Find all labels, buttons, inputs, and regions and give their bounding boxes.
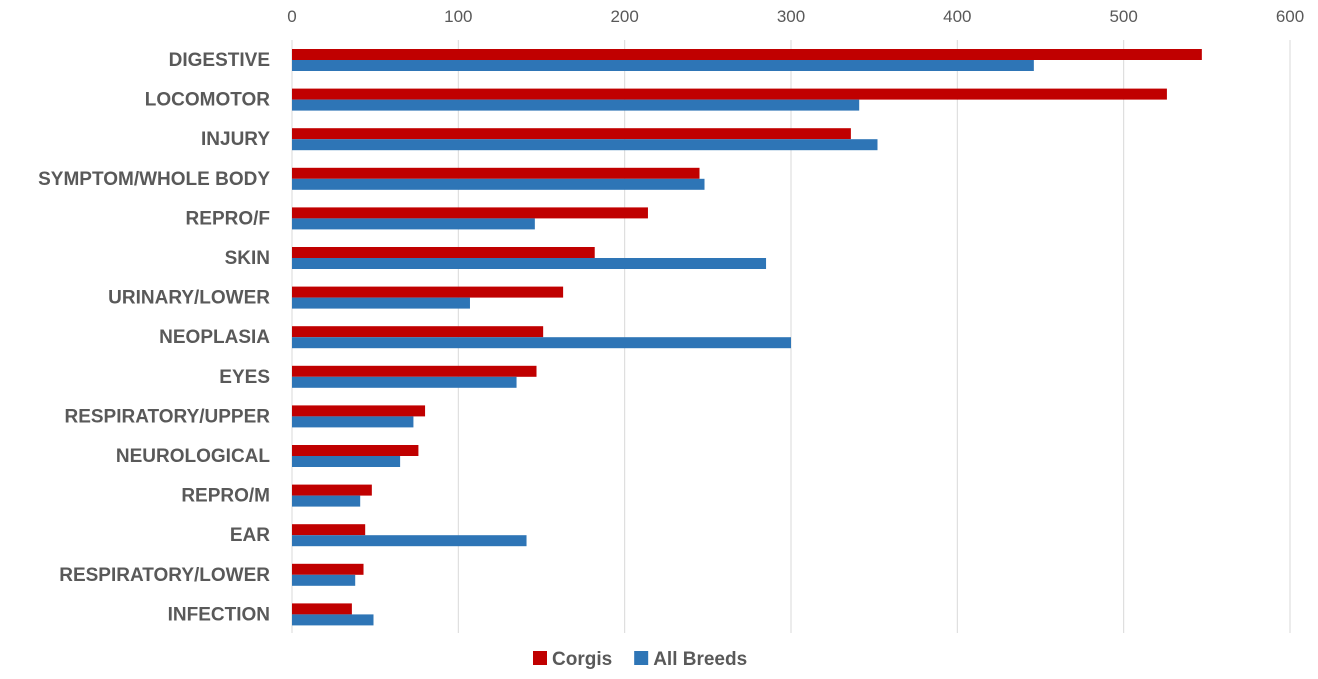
x-tick-label: 100 — [444, 7, 472, 26]
bar-all-breeds — [292, 218, 535, 230]
bar-all-breeds — [292, 297, 470, 309]
bar-all-breeds — [292, 376, 517, 388]
category-label: REPRO/M — [181, 486, 270, 507]
x-tick-label: 200 — [610, 7, 638, 26]
bar-corgis — [292, 247, 595, 258]
category-label: INFECTION — [168, 604, 270, 625]
bar-corgis — [292, 445, 419, 456]
bar-corgis — [292, 49, 1202, 60]
category-label: INJURY — [201, 129, 270, 150]
bar-corgis — [292, 405, 426, 417]
category-label: EYES — [219, 367, 270, 388]
x-tick-label: 300 — [777, 7, 805, 26]
bar-corgis — [292, 207, 648, 219]
category-label: NEUROLOGICAL — [116, 446, 271, 467]
category-label: RESPIRATORY/LOWER — [59, 565, 270, 586]
bar-corgis — [292, 326, 544, 338]
x-tick-label: 400 — [943, 7, 971, 26]
category-label: REPRO/F — [186, 208, 270, 229]
bar-all-breeds — [292, 614, 374, 626]
x-axis-ticks: 0 100 200 300 400 500 600 — [287, 7, 1304, 26]
bar-all-breeds — [292, 139, 878, 151]
x-tick-label: 500 — [1109, 7, 1137, 26]
legend: Corgis All Breeds — [533, 649, 747, 670]
category-label: NEOPLASIA — [159, 327, 270, 348]
bars — [292, 49, 1202, 626]
category-label: EAR — [230, 525, 270, 546]
legend-label-corgis: Corgis — [552, 649, 612, 670]
bar-corgis — [292, 524, 366, 536]
bar-all-breeds — [292, 574, 356, 586]
category-labels: DIGESTIVE LOCOMOTOR INJURY SYMPTOM/WHOLE BO… — [38, 50, 270, 625]
category-label: URINARY/LOWER — [108, 288, 270, 309]
bar-corgis — [292, 603, 352, 615]
category-label: SYMPTOM/WHOLE BODY — [38, 169, 270, 190]
x-tick-label: 600 — [1276, 7, 1304, 26]
bar-corgis — [292, 286, 564, 298]
legend-swatch-corgis — [533, 651, 547, 665]
bar-all-breeds — [292, 495, 361, 507]
bar-all-breeds — [292, 99, 860, 111]
bar-all-breeds — [292, 60, 1034, 71]
category-label: SKIN — [225, 248, 270, 269]
bar-all-breeds — [292, 258, 767, 269]
legend-label-all-breeds: All Breeds — [653, 649, 747, 670]
bar-corgis — [292, 88, 1167, 100]
bar-corgis — [292, 563, 364, 575]
category-label: RESPIRATORY/UPPER — [64, 406, 270, 427]
bar-all-breeds — [292, 178, 705, 190]
bar-all-breeds — [292, 337, 791, 349]
bar-corgis — [292, 128, 851, 140]
legend-swatch-all-breeds — [634, 651, 649, 665]
bar-all-breeds — [292, 535, 527, 547]
bar-corgis — [292, 167, 700, 179]
x-tick-label: 0 — [287, 7, 296, 26]
bar-corgis — [292, 484, 372, 496]
category-label: LOCOMOTOR — [145, 90, 271, 111]
category-label: DIGESTIVE — [169, 50, 270, 71]
bar-all-breeds — [292, 456, 401, 467]
bar-corgis — [292, 365, 537, 377]
bar-all-breeds — [292, 416, 414, 428]
